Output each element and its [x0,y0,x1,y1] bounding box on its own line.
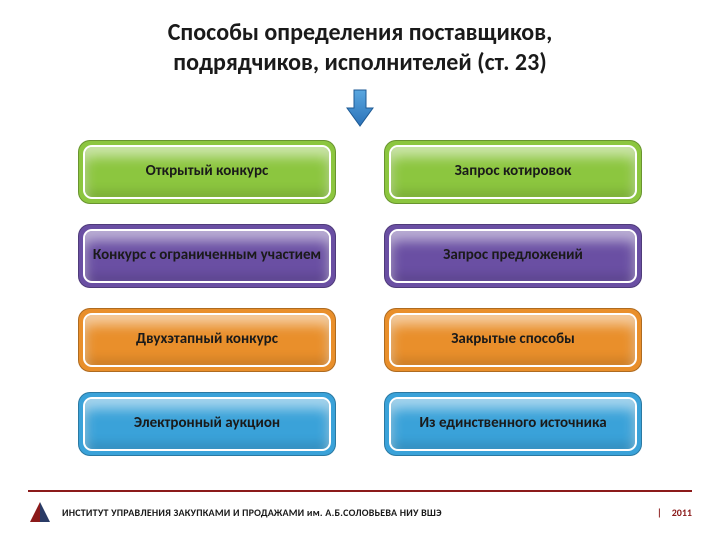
title-line-1: Способы определения поставщиков, [0,18,720,48]
institute-logo-icon [28,500,52,524]
method-label: Запрос предложений [443,247,583,264]
method-pill: Из единственного источника [384,392,642,456]
method-pill: Закрытые способы [384,308,642,372]
method-label: Запрос котировок [455,163,572,180]
method-label: Из единственного источника [419,415,606,432]
method-label: Открытый конкурс [146,163,269,180]
method-pill: Электронный аукцион [78,392,336,456]
methods-grid: Открытый конкурс Запрос котировок Конкурс … [0,128,720,456]
footer-year: 2011 [672,506,692,519]
page-title: Способы определения поставщиков, подрядч… [0,0,720,78]
method-label: Закрытые способы [451,331,575,348]
footer: ИНСТИТУТ УПРАВЛЕНИЯ ЗАКУПКАМИ И ПРОДАЖАМ… [0,490,720,524]
footer-separator: | [657,506,662,519]
arrow-down-icon [0,88,720,128]
method-pill: Запрос предложений [384,224,642,288]
title-line-2: подрядчиков, исполнителей (ст. 23) [0,48,720,78]
method-pill: Открытый конкурс [78,140,336,204]
footer-divider [28,490,692,492]
method-pill: Конкурс с ограниченным участием [78,224,336,288]
method-label: Электронный аукцион [134,415,280,432]
method-pill: Двухэтапный конкурс [78,308,336,372]
method-pill: Запрос котировок [384,140,642,204]
method-label: Двухэтапный конкурс [136,331,278,348]
method-label: Конкурс с ограниченным участием [93,247,321,264]
footer-text: ИНСТИТУТ УПРАВЛЕНИЯ ЗАКУПКАМИ И ПРОДАЖАМ… [62,506,647,519]
footer-row: ИНСТИТУТ УПРАВЛЕНИЯ ЗАКУПКАМИ И ПРОДАЖАМ… [28,500,692,524]
